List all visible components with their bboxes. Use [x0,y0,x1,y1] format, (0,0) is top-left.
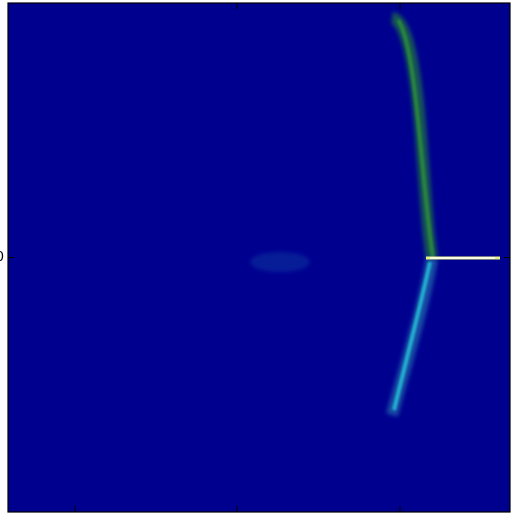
y-tick-label: 0 [0,250,4,265]
x-tick-marks [74,3,401,512]
lower-ridge [392,261,432,411]
faint-spot [250,252,310,272]
upper-ridge [396,18,435,259]
heatmap-features [150,12,500,417]
